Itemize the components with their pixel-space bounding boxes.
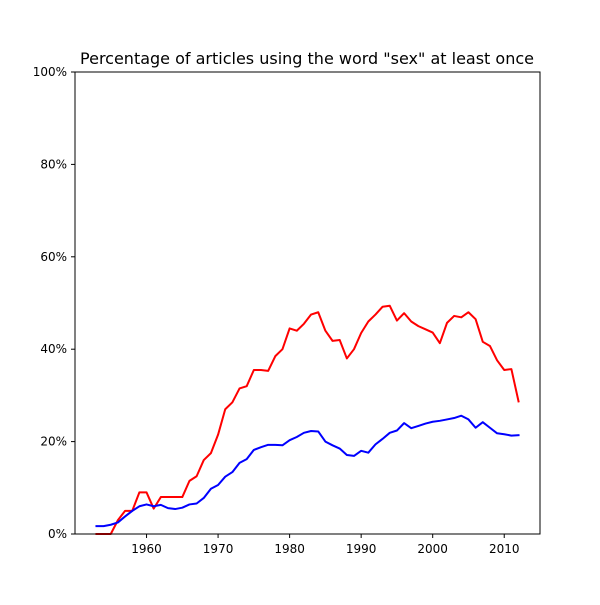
series-line-1 [95,304,520,535]
y-tick-label: 20% [40,435,67,449]
y-tick-label: 80% [40,157,67,171]
y-tick-label: 60% [40,250,67,264]
y-tick-label: 40% [40,342,67,356]
plot-area: 1960 1970 1980 1990 2000 2010 0% 20% 40% 60% 80% 10… [33,65,541,556]
y-tick-label: 0% [48,527,67,541]
x-tick-label: 1990 [346,542,377,556]
x-tick-label: 1970 [203,542,234,556]
x-tick-label: 2010 [489,542,520,556]
y-tick-label: 100% [33,65,67,79]
x-tick-label: 2000 [417,542,448,556]
chart-title: Percentage of articles using the word "s… [80,49,534,68]
x-tick-label: 1960 [131,542,162,556]
axes-frame [74,71,541,535]
series-line-2 [95,414,520,528]
x-tick-label: 1980 [274,542,305,556]
